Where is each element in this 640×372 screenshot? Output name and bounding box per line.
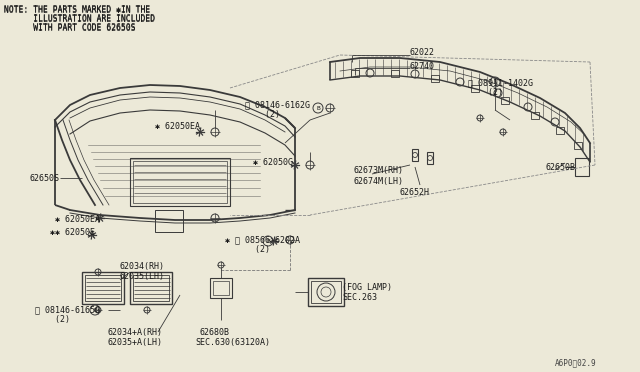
Bar — [133, 275, 169, 301]
Bar — [427, 152, 433, 164]
Text: (FOG LAMP): (FOG LAMP) — [342, 283, 392, 292]
Bar — [130, 272, 172, 304]
Text: 62673M(RH): 62673M(RH) — [354, 166, 404, 175]
Bar — [431, 75, 439, 82]
Text: ILLUSTRATION ARE INCLUDED: ILLUSTRATION ARE INCLUDED — [4, 14, 155, 23]
Bar — [133, 161, 227, 203]
Bar — [351, 70, 359, 77]
Text: ILLUSTRATION ARE INCLUDED: ILLUSTRATION ARE INCLUDED — [4, 15, 155, 24]
Bar — [210, 278, 232, 298]
Text: ✱ 62050G: ✱ 62050G — [253, 158, 293, 167]
Bar — [471, 85, 479, 92]
Bar — [82, 272, 124, 304]
Text: WITH PART CODE 62650S: WITH PART CODE 62650S — [4, 24, 136, 33]
Text: (2): (2) — [245, 110, 280, 119]
Text: (2): (2) — [225, 245, 270, 254]
Text: 62652H: 62652H — [400, 188, 430, 197]
Bar — [85, 275, 121, 301]
Bar — [556, 127, 564, 134]
Bar — [213, 281, 229, 295]
Text: ✱ 62050EA: ✱ 62050EA — [155, 122, 200, 131]
Text: 62740: 62740 — [410, 62, 435, 71]
Bar — [412, 149, 418, 161]
Text: ✱✱ 62050E: ✱✱ 62050E — [50, 228, 95, 237]
Text: ✱ 62050EA: ✱ 62050EA — [55, 215, 100, 224]
Bar — [308, 278, 344, 306]
Text: NOTE: THE PARTS MARKED ✱IN THE: NOTE: THE PARTS MARKED ✱IN THE — [4, 5, 150, 14]
Bar — [311, 281, 341, 303]
Text: Ⓑ 08146-6162G: Ⓑ 08146-6162G — [245, 100, 310, 109]
Text: A6P0⁂02.9: A6P0⁂02.9 — [555, 358, 596, 367]
Text: 62650S: 62650S — [30, 174, 60, 183]
Text: 62034+A(RH): 62034+A(RH) — [108, 328, 163, 337]
Text: 62650B: 62650B — [546, 163, 576, 172]
Bar — [574, 142, 582, 149]
Text: Ⓑ 08146-6165G: Ⓑ 08146-6165G — [35, 305, 100, 314]
Bar — [501, 97, 509, 104]
Text: B: B — [266, 238, 270, 244]
Text: WITH PART CODE 62650S: WITH PART CODE 62650S — [4, 23, 136, 32]
Text: 62035+A(LH): 62035+A(LH) — [108, 338, 163, 347]
Text: B: B — [93, 308, 97, 312]
Bar — [155, 210, 183, 232]
Bar — [391, 70, 399, 77]
Text: 62680B: 62680B — [200, 328, 230, 337]
Text: Ⓝ 08911-1402G: Ⓝ 08911-1402G — [468, 78, 533, 87]
Text: 62035(LH): 62035(LH) — [120, 272, 165, 281]
Text: NOTE: THE PARTS MARKED ✱IN THE: NOTE: THE PARTS MARKED ✱IN THE — [4, 6, 150, 15]
Text: N: N — [493, 80, 497, 84]
Text: (2): (2) — [468, 88, 503, 97]
Bar — [130, 158, 230, 206]
Text: B: B — [316, 106, 320, 110]
Text: 62022: 62022 — [410, 48, 435, 57]
Text: SEC.263: SEC.263 — [342, 293, 377, 302]
Text: SEC.630(63120A): SEC.630(63120A) — [195, 338, 270, 347]
Text: 62034(RH): 62034(RH) — [120, 262, 165, 271]
Bar — [575, 158, 589, 176]
Text: (2): (2) — [35, 315, 70, 324]
Text: ✱ Ⓑ 08566-6202A: ✱ Ⓑ 08566-6202A — [225, 235, 300, 244]
Bar — [531, 112, 539, 119]
Text: 62674M(LH): 62674M(LH) — [354, 177, 404, 186]
